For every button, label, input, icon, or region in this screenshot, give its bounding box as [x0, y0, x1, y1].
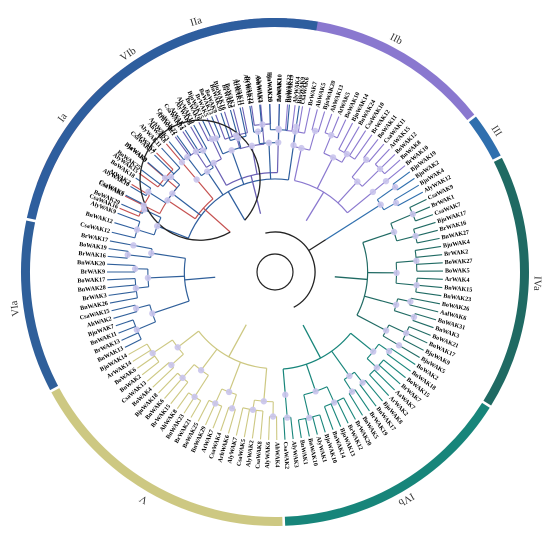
leaf-label: BoWAK17	[77, 277, 105, 284]
leaf-label: ArWAK4	[445, 277, 470, 284]
leaf-label: BnWAK22	[285, 74, 293, 102]
leaf-label: AlyWAK7	[227, 437, 239, 464]
leaf-label: BrWAK16	[78, 251, 106, 260]
leaf-label: BnWAK15	[444, 285, 473, 294]
clade-label: IIb	[388, 32, 404, 47]
leaf-label: BoWAK5	[445, 268, 470, 274]
leaf-label: BjuWAK9	[297, 77, 307, 105]
clade-band-via	[20, 220, 59, 391]
leaf-label: BoWAK26	[441, 302, 469, 313]
leaf-label: AlyWAK5	[255, 76, 263, 103]
leaf-label: BjuWAK4	[443, 239, 471, 249]
leaf-label: CsaWAK8	[255, 441, 263, 469]
leaf-label: ArhWAK4	[254, 74, 263, 103]
leaf-label: BrWAK17	[80, 233, 108, 244]
leaf-label: AtWAK1	[277, 78, 284, 102]
clade-label: Ia	[56, 111, 70, 124]
leaf-label: BjuWAK15	[266, 72, 273, 102]
clade-band-v	[51, 388, 283, 526]
leaf-label: AtWAK11	[231, 79, 242, 106]
clade-label: IIa	[189, 15, 204, 29]
leaf-label: BnWAK20	[77, 260, 105, 267]
leaf-label: BnWAK27	[441, 230, 470, 242]
leaf-label: BnWAK1	[298, 440, 308, 466]
leaf-label: BnWAK26	[80, 301, 109, 312]
leaf-label: CsaWAK6	[300, 77, 310, 105]
clade-label: V	[138, 492, 150, 506]
leaf-label: BoWAK3	[223, 83, 235, 108]
leaf-label: BnWAK28	[78, 285, 107, 294]
clade-label: III	[489, 124, 504, 139]
leaf-label: AlyWAK14	[242, 74, 252, 104]
leaf-label: BrWAK9	[81, 269, 105, 275]
clade-band-iii	[468, 116, 501, 160]
leaf-label: CsaWAK5	[236, 439, 247, 467]
leaf-label: AtWAK11	[233, 78, 244, 105]
clade-label: VIa	[9, 300, 22, 317]
leaf-label: AlyWAK6	[265, 442, 272, 469]
leaf-label: CsaWAK2	[282, 442, 290, 470]
leaf-label: BoWAK19	[287, 75, 295, 103]
leaf-label: BnWAK23	[443, 293, 472, 303]
leaf-label: AhWAK4	[273, 442, 279, 467]
clade-label: IVa	[531, 276, 543, 291]
leaf-label: BoWAK27	[445, 259, 473, 267]
clade-band-iva	[483, 157, 529, 406]
tree-branches	[107, 104, 444, 440]
leaf-label: BoWAK19	[79, 242, 107, 252]
leaf-label: AlyWAK4	[293, 76, 302, 103]
leaf-label: BrWAK22	[244, 76, 254, 104]
leaf-label: BnWAK10	[306, 438, 318, 467]
leaf-label: AlyWAK2	[246, 440, 256, 467]
leaf-label: BrWAK2	[444, 249, 469, 257]
leaf-label: AlyWAK3	[290, 441, 299, 468]
leaf-label: BoWAK10	[277, 74, 284, 102]
leaf-label: BrWAK3	[82, 293, 107, 302]
leaf-label: BnWAK20	[265, 74, 272, 102]
tree-node-markers	[124, 121, 420, 421]
leaf-label: BrWAK7	[308, 81, 319, 106]
clade-ring	[20, 17, 529, 526]
